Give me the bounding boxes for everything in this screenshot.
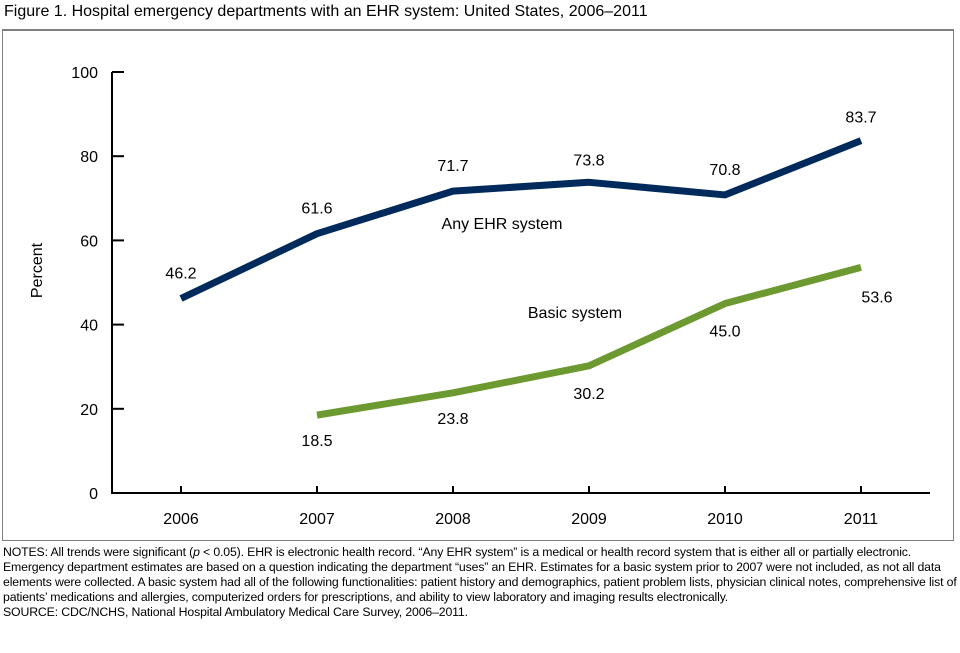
data-label-basic: 30.2 (573, 386, 604, 403)
source-line: SOURCE: CDC/NCHS, National Hospital Ambu… (3, 605, 468, 619)
y-tick-label: 100 (71, 65, 98, 82)
series-line-any-ehr (179, 137, 863, 302)
series-label-basic: Basic system (528, 305, 622, 322)
x-tick-label: 2009 (571, 511, 607, 528)
data-label-any-ehr: 70.8 (709, 162, 740, 179)
line-chart: 0 20 40 60 80 100 Percent 2006 2007 2008 2009 2010 2… (29, 65, 930, 528)
data-label-any-ehr: 71.7 (437, 158, 468, 175)
data-label-any-ehr: 61.6 (301, 201, 332, 218)
data-label-basic: 23.8 (437, 411, 468, 428)
data-label-any-ehr: 83.7 (845, 110, 876, 127)
x-tick-label: 2011 (844, 511, 879, 528)
x-tick-label: 2008 (435, 511, 471, 528)
notes-paragraph: NOTES: All trends were significant (p < … (3, 545, 957, 604)
series-lines (179, 137, 863, 419)
chart-frame (2, 29, 954, 541)
data-label-basic: 53.6 (861, 289, 892, 306)
figure-title: Figure 1. Hospital emergency departments… (4, 3, 648, 20)
data-label-any-ehr: 46.2 (165, 265, 196, 282)
y-tick-label: 40 (80, 318, 98, 335)
axes: 0 20 40 60 80 100 Percent 2006 2007 2008 2009 2010 2… (29, 65, 930, 528)
data-label-basic: 18.5 (301, 433, 332, 450)
series-line-basic (316, 263, 862, 419)
x-tick-label: 2006 (163, 511, 199, 528)
data-labels: 46.2 61.6 71.7 73.8 70.8 83.7 18.5 23.8 30.2 45.0… (165, 110, 892, 450)
series-label-any-ehr: Any EHR system (442, 216, 563, 233)
x-tick-label: 2010 (707, 511, 743, 528)
figure-notes: NOTES: All trends were significant (p < … (3, 545, 958, 620)
data-label-basic: 45.0 (709, 324, 740, 341)
y-tick-label: 0 (89, 486, 98, 503)
y-tick-label: 60 (80, 233, 98, 250)
y-tick-label: 20 (80, 402, 98, 419)
y-tick-label: 80 (80, 149, 98, 166)
data-label-any-ehr: 73.8 (573, 152, 604, 169)
x-tick-label: 2007 (299, 511, 335, 528)
y-axis-title: Percent (29, 242, 46, 298)
